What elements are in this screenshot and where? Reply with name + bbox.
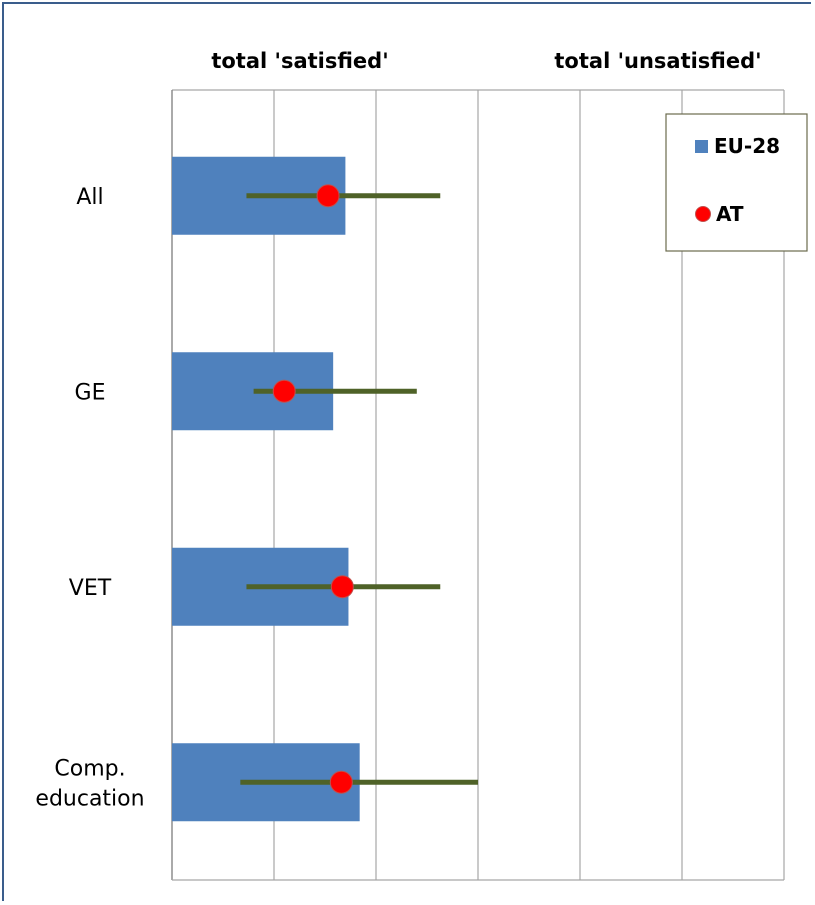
point-at-0 — [316, 184, 340, 208]
points — [272, 184, 354, 794]
category-label-2-0: VET — [69, 576, 112, 601]
column-header-unsatisfied: total 'unsatisfied' — [554, 49, 761, 73]
point-at-3 — [329, 770, 353, 794]
legend-swatch-at — [695, 206, 711, 222]
point-at-2 — [330, 575, 354, 599]
column-header-satisfied: total 'satisfied' — [211, 49, 388, 73]
point-at-1 — [272, 379, 296, 403]
category-label-3-1: education — [35, 786, 144, 811]
legend-label-eu28: EU-28 — [714, 134, 780, 158]
gridlines — [273, 90, 785, 880]
legend-label-at: AT — [716, 202, 744, 226]
bars — [172, 156, 360, 822]
category-label-3-0: Comp. — [54, 756, 125, 781]
category-label-1-0: GE — [75, 380, 106, 405]
legend: EU-28 AT — [665, 113, 808, 252]
category-label-0-0: All — [76, 185, 103, 210]
legend-box — [665, 113, 808, 252]
category-labels: All GE VET Comp. education — [35, 185, 144, 812]
legend-swatch-eu28 — [695, 140, 708, 153]
ranges — [240, 193, 478, 785]
